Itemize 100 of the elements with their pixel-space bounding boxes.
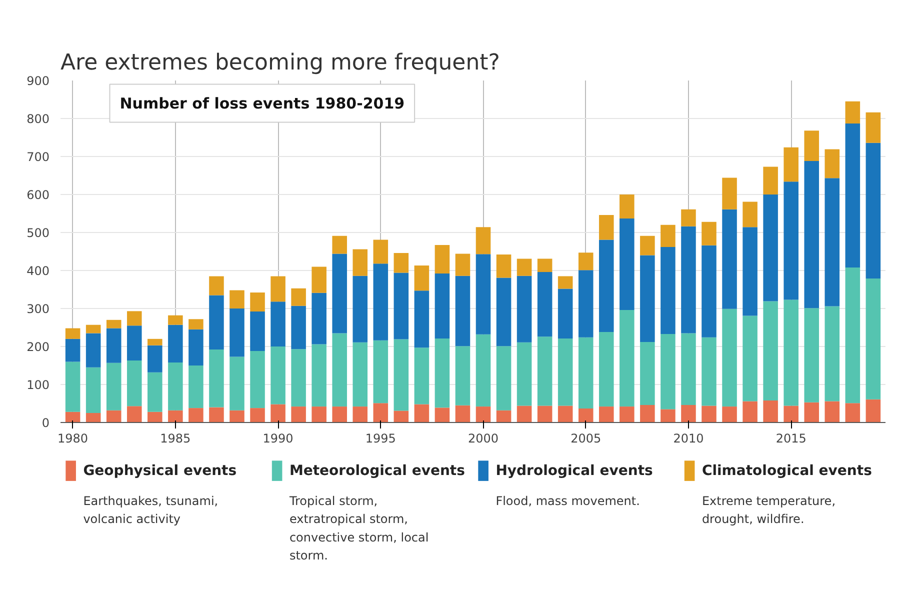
bar: [516, 342, 532, 406]
bar: [578, 270, 594, 338]
bar: [168, 410, 183, 422]
bar: [250, 292, 265, 312]
bar: [742, 401, 758, 422]
bar: [168, 362, 183, 410]
bar: [291, 306, 306, 350]
bar: [866, 399, 881, 422]
bar: [106, 320, 122, 328]
bar: [763, 166, 778, 194]
bar: [824, 178, 840, 306]
x-tick-label: 1990: [262, 432, 294, 446]
y-tick-label: 900: [26, 74, 50, 88]
bar: [537, 406, 552, 422]
bar: [824, 149, 840, 178]
y-tick-label: 100: [26, 378, 50, 392]
bar: [434, 274, 450, 339]
x-tick-label: 1985: [160, 432, 191, 446]
bar: [230, 356, 244, 410]
bar: [722, 308, 737, 407]
text: Earthquakes, tsunami, volcanic activity: [83, 494, 218, 526]
text: Tropical storm, extratropical storm, convective storm, local storm.: [288, 494, 429, 563]
bar: [126, 406, 142, 422]
text: Number of loss events 1980-2019: [120, 94, 405, 112]
bar: [558, 276, 573, 289]
bar: [702, 245, 716, 338]
bar: [414, 348, 430, 404]
bar: [784, 300, 798, 406]
bar: [209, 295, 224, 350]
bar: [476, 406, 491, 422]
bar: [660, 246, 676, 334]
bar: [599, 240, 614, 332]
y-tick-label: 0: [42, 416, 50, 430]
bar: [209, 407, 224, 422]
bar: [332, 406, 347, 422]
bar: [352, 276, 368, 342]
bar: [373, 403, 388, 422]
bar: [270, 346, 286, 404]
y-tick-label: 700: [26, 150, 50, 164]
bar: [126, 311, 142, 326]
bar: [784, 147, 798, 182]
bar: [168, 324, 183, 362]
bar: [106, 410, 122, 422]
bar: [866, 278, 881, 400]
bar: [394, 253, 409, 273]
bar: [578, 252, 594, 270]
bar: [312, 406, 326, 422]
bar: [537, 336, 552, 406]
bar: [188, 366, 204, 408]
bar: [332, 254, 347, 334]
bar: [742, 227, 758, 316]
bar: [126, 326, 142, 361]
bar: [599, 332, 614, 407]
bar: [332, 236, 347, 254]
bar: [763, 301, 778, 400]
bar: [599, 406, 614, 422]
bar: [804, 130, 820, 162]
bar: [188, 319, 204, 330]
bar: [434, 408, 450, 422]
x-tick-label: 2010: [673, 432, 704, 446]
bar: [742, 316, 758, 402]
y-tick-label: 300: [26, 302, 50, 316]
bar: [824, 306, 840, 402]
text: Flood, mass movement.: [496, 494, 640, 508]
bar: [681, 226, 696, 334]
x-tick-label: 2000: [468, 432, 499, 446]
bar: [516, 258, 532, 276]
y-tick-label: 800: [26, 112, 50, 126]
bar: [845, 267, 860, 404]
bar: [476, 227, 491, 254]
legend-label: Hydrological events: [496, 462, 653, 479]
bar: [763, 194, 778, 302]
bar: [291, 349, 306, 407]
bar: [188, 329, 204, 366]
bar: [763, 400, 778, 422]
y-tick-label: 600: [26, 188, 50, 202]
bar: [702, 337, 716, 406]
bar: [414, 290, 430, 348]
bar: [65, 412, 80, 422]
bar: [148, 338, 162, 346]
bar: [516, 276, 532, 342]
bar: [352, 249, 368, 276]
bar: [784, 406, 798, 422]
x-tick-label: 2005: [570, 432, 602, 446]
bar: [681, 333, 696, 406]
bar: [86, 367, 101, 413]
bar: [455, 346, 470, 406]
bar: [312, 292, 326, 344]
bar: [291, 406, 306, 422]
bar: [578, 337, 594, 408]
bar: [866, 142, 881, 278]
bar: [681, 209, 696, 226]
bar: [148, 345, 162, 372]
bar: [373, 340, 388, 404]
bar: [660, 224, 676, 247]
bar: [65, 328, 80, 339]
bar: [845, 123, 860, 268]
bar: [250, 312, 265, 352]
bar: [702, 406, 716, 422]
bar: [824, 401, 840, 422]
